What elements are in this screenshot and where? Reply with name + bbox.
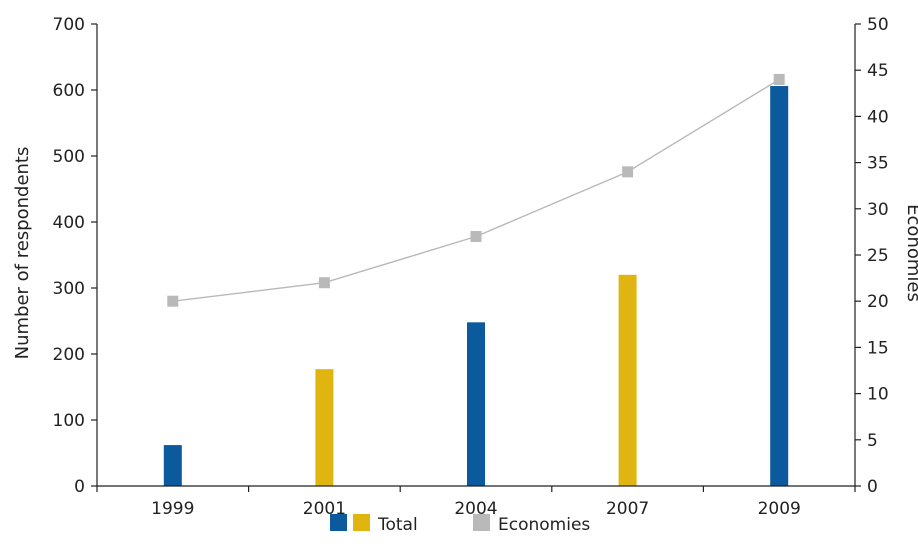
right-tick-label: 20 xyxy=(867,292,889,312)
right-tick-label: 30 xyxy=(867,200,889,220)
right-axis-title: Economies xyxy=(903,204,918,302)
economies-line xyxy=(172,78,780,302)
right-tick-label: 35 xyxy=(867,154,889,174)
right-tick-label: 15 xyxy=(867,338,889,358)
economies-point-2009 xyxy=(773,73,785,85)
bar-total-2001 xyxy=(315,369,334,486)
economies-point-2001 xyxy=(318,277,330,289)
right-tick-label: 50 xyxy=(867,15,889,35)
economies-point-1999 xyxy=(167,295,179,307)
left-tick-label: 500 xyxy=(53,147,85,167)
legend: Total Economies xyxy=(330,514,590,535)
bar-total-2004 xyxy=(467,322,485,486)
left-tick-label: 600 xyxy=(53,81,85,101)
left-tick-label: 400 xyxy=(53,213,85,233)
right-tick-label: 25 xyxy=(867,246,889,266)
economies-point-2004 xyxy=(470,231,482,243)
right-tick-label: 5 xyxy=(867,431,878,451)
x-tick-label: 2007 xyxy=(606,499,649,519)
legend-label: Total xyxy=(377,515,418,535)
bar-total-2009 xyxy=(770,86,789,486)
x-tick-label: 1999 xyxy=(151,499,194,519)
bar-total-2007 xyxy=(618,274,637,486)
left-tick-label: 700 xyxy=(53,15,85,35)
economies-point-2007 xyxy=(622,166,634,178)
left-tick-label: 0 xyxy=(74,477,85,497)
bar-total-1999 xyxy=(163,445,182,486)
right-tick-label: 40 xyxy=(867,107,889,127)
x-tick-label: 2009 xyxy=(758,499,801,519)
x-axis: 1999 2001 2004 2007 2009 xyxy=(96,485,856,519)
left-tick-label: 200 xyxy=(53,345,85,365)
legend-swatch xyxy=(473,514,490,531)
plot-area xyxy=(163,73,789,486)
right-y-axis: 0 5 10 15 20 25 30 35 40 45 50 xyxy=(854,15,889,497)
legend-swatch xyxy=(330,514,347,531)
right-tick-label: 45 xyxy=(867,61,889,81)
right-tick-label: 10 xyxy=(867,385,889,405)
left-tick-label: 100 xyxy=(53,411,85,431)
legend-swatch xyxy=(353,514,370,531)
left-tick-label: 300 xyxy=(53,279,85,299)
legend-label: Economies xyxy=(498,515,590,535)
left-axis-title: Number of respondents xyxy=(12,147,33,360)
right-tick-label: 0 xyxy=(867,477,878,497)
left-y-axis: 0 100 200 300 400 500 600 700 xyxy=(53,15,98,497)
